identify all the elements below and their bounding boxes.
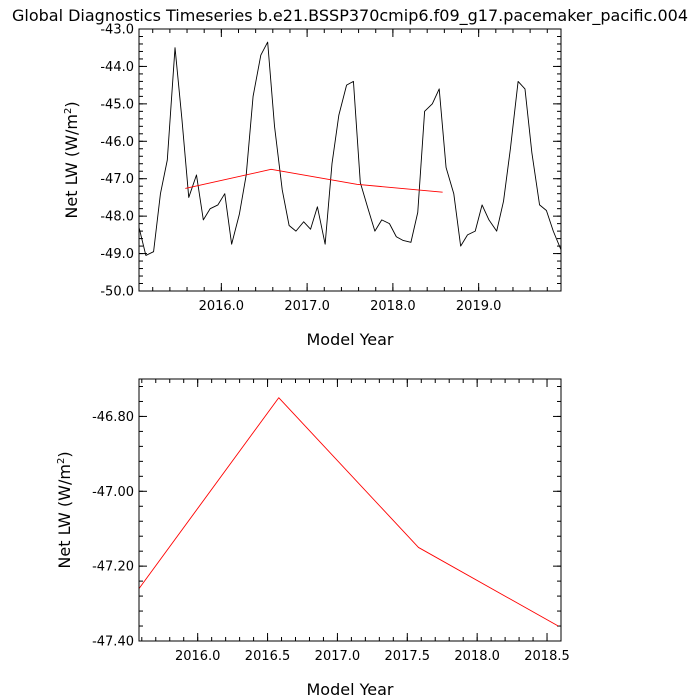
- x-tick-label: 2016.0: [175, 649, 221, 664]
- x-tick-label: 2016.0: [199, 299, 245, 314]
- y-tick-label: -47.40: [92, 635, 134, 650]
- tick-labels: 2016.0 2017.0 2018.0 2019.0 -50.0 -49.0 -48.0 -…: [100, 23, 501, 315]
- series-layer: [138, 41, 562, 256]
- y-tick-label: -43.0: [100, 23, 134, 38]
- x-tick-label: 2018.5: [524, 649, 570, 664]
- tick-labels: 2016.0 2016.5 2017.0 2017.5 2018.0 2018.5 -47.…: [92, 410, 570, 664]
- y-tick-label: -46.80: [92, 410, 134, 425]
- ticks: [139, 379, 562, 642]
- x-axis-label: Model Year: [307, 330, 394, 349]
- x-tick-label: 2016.5: [245, 649, 291, 664]
- timeseries-panel: Global Diagnostics Timeseries b.e21.BSSP…: [12, 6, 688, 349]
- series-layer: [138, 397, 559, 627]
- ticks: [139, 28, 561, 292]
- annual-mean-line: [185, 168, 443, 193]
- x-tick-label: 2019.0: [456, 299, 502, 314]
- y-axis-label-text: Net LW (W/m: [55, 464, 74, 569]
- average-panel: 2016.0 2016.5 2017.0 2017.5 2018.0 2018.5 -47.…: [55, 378, 570, 699]
- monthly-series-line: [138, 41, 562, 256]
- x-tick-label: 2018.0: [454, 649, 500, 664]
- y-tick-label: -44.0: [100, 60, 134, 75]
- y-tick-label: -46.0: [100, 135, 134, 150]
- plot-frame: [138, 28, 562, 292]
- y-tick-label: -49.0: [100, 247, 134, 262]
- x-tick-label: 2017.0: [315, 649, 361, 664]
- y-tick-label: -47.00: [92, 485, 134, 500]
- y-tick-label: -45.0: [100, 97, 134, 112]
- y-axis-label: Net LW (W/m2): [62, 101, 81, 218]
- chart-title: Global Diagnostics Timeseries b.e21.BSSP…: [12, 6, 688, 26]
- y-tick-label: -48.0: [100, 210, 134, 225]
- y-axis-label-superscript: 2: [63, 108, 74, 114]
- x-tick-label: 2017.5: [385, 649, 431, 664]
- plot-frame: [138, 378, 562, 642]
- y-axis-label: Net LW (W/m2): [55, 451, 74, 568]
- annual-mean-line: [138, 397, 559, 627]
- x-tick-label: 2018.0: [370, 299, 416, 314]
- y-axis-label-superscript: 2: [56, 458, 67, 464]
- x-axis-label: Model Year: [307, 680, 394, 699]
- y-axis-label-close: ): [55, 451, 74, 457]
- x-tick-label: 2017.0: [284, 299, 330, 314]
- y-axis-label-text: Net LW (W/m: [62, 114, 81, 219]
- y-tick-label: -47.0: [100, 172, 134, 187]
- y-axis-label-close: ): [62, 101, 81, 107]
- y-tick-label: -47.20: [92, 560, 134, 575]
- y-tick-label: -50.0: [100, 285, 134, 300]
